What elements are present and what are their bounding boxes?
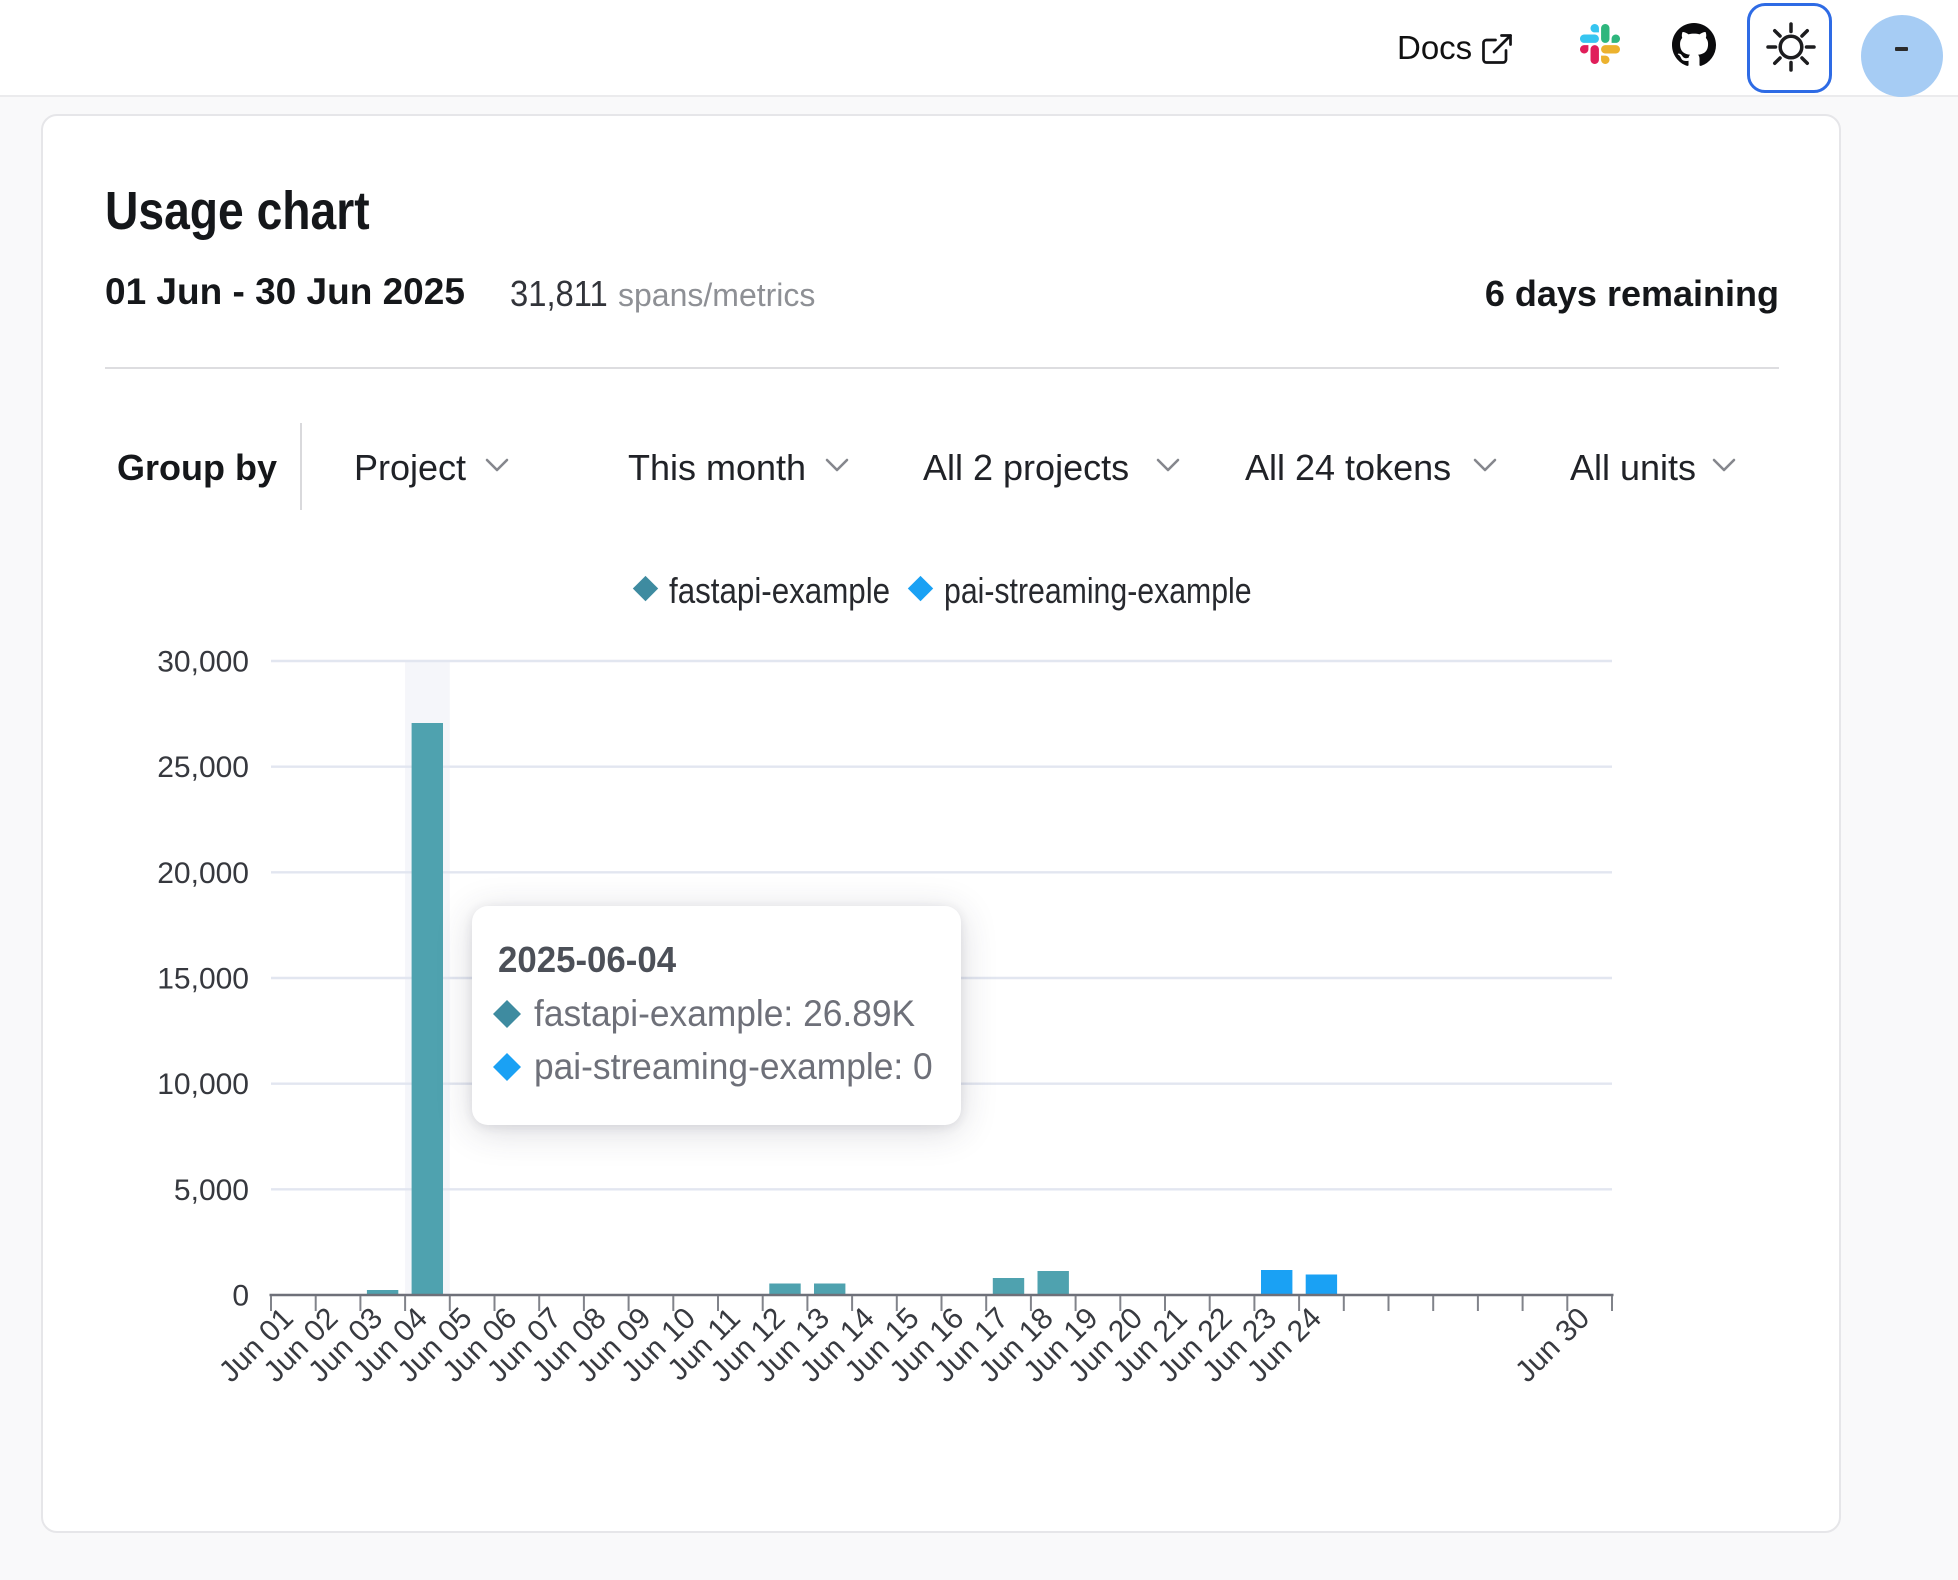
svg-text:20,000: 20,000 [157, 857, 249, 890]
svg-text:15,000: 15,000 [157, 963, 249, 996]
svg-text:5,000: 5,000 [174, 1174, 249, 1207]
svg-text:0: 0 [232, 1280, 249, 1313]
svg-text:Jun 30: Jun 30 [1509, 1302, 1596, 1389]
svg-text:25,000: 25,000 [157, 751, 249, 784]
svg-text:30,000: 30,000 [157, 646, 249, 679]
svg-text:10,000: 10,000 [157, 1068, 249, 1101]
